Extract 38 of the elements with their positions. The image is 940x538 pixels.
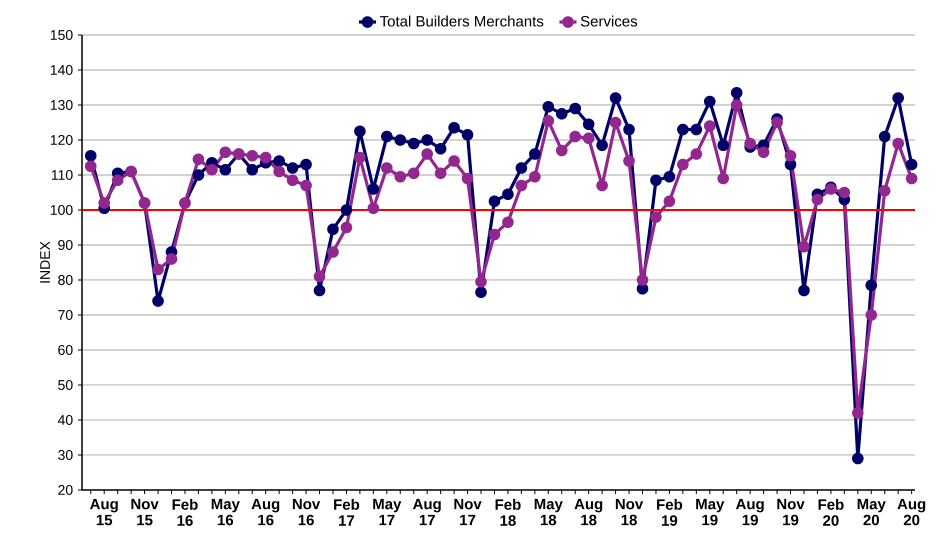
x-tick-label: Nov 19 [777, 498, 805, 526]
x-tick-label: Nov 16 [292, 498, 320, 526]
x-tick-label: Feb 16 [172, 498, 198, 526]
y-tick-label: 80 [58, 275, 73, 285]
y-tick-label: 40 [58, 415, 73, 425]
y-tick-label: 140 [50, 65, 73, 75]
x-tick-label: Nov 17 [454, 498, 482, 526]
x-tick-label: Feb 20 [818, 498, 844, 526]
y-tick-label: 20 [58, 485, 73, 495]
y-tick-label: 110 [52, 170, 73, 180]
x-tick-label: Aug 20 [897, 498, 926, 526]
y-tick-label: 30 [58, 450, 73, 460]
x-tick-label: Aug 16 [251, 498, 280, 526]
legend-label: Total Builders Merchants [380, 16, 544, 27]
x-tick-label: Feb 17 [334, 498, 360, 526]
x-tick-label: Aug 19 [736, 498, 764, 526]
x-tick-label: Aug 18 [574, 498, 602, 526]
x-tick-label: Aug 17 [412, 498, 441, 526]
x-tick-label: May 16 [212, 498, 240, 526]
x-tick-label: Aug 15 [90, 498, 118, 526]
y-tick-label: 130 [50, 100, 73, 110]
y-tick-label: 60 [58, 345, 73, 355]
x-tick-label: May 17 [373, 498, 402, 526]
x-tick-label: May 19 [696, 498, 724, 526]
x-tick-label: May 20 [858, 498, 886, 526]
x-tick-label: Nov 15 [131, 498, 159, 526]
y-tick-label: 70 [58, 310, 73, 320]
x-tick-label: Nov 18 [616, 498, 644, 526]
y-tick-label: 50 [58, 380, 73, 390]
x-tick-label: Feb 19 [657, 498, 682, 526]
legend-label: Services [580, 16, 638, 27]
x-tick-label: Feb 18 [496, 498, 521, 526]
y-tick-label: 150 [50, 30, 73, 40]
y-tick-label: 90 [58, 240, 73, 250]
y-axis-title: INDEX [40, 241, 50, 283]
x-tick-label: May 18 [534, 498, 563, 526]
y-tick-label: 100 [50, 205, 73, 215]
y-tick-label: 120 [50, 135, 73, 145]
